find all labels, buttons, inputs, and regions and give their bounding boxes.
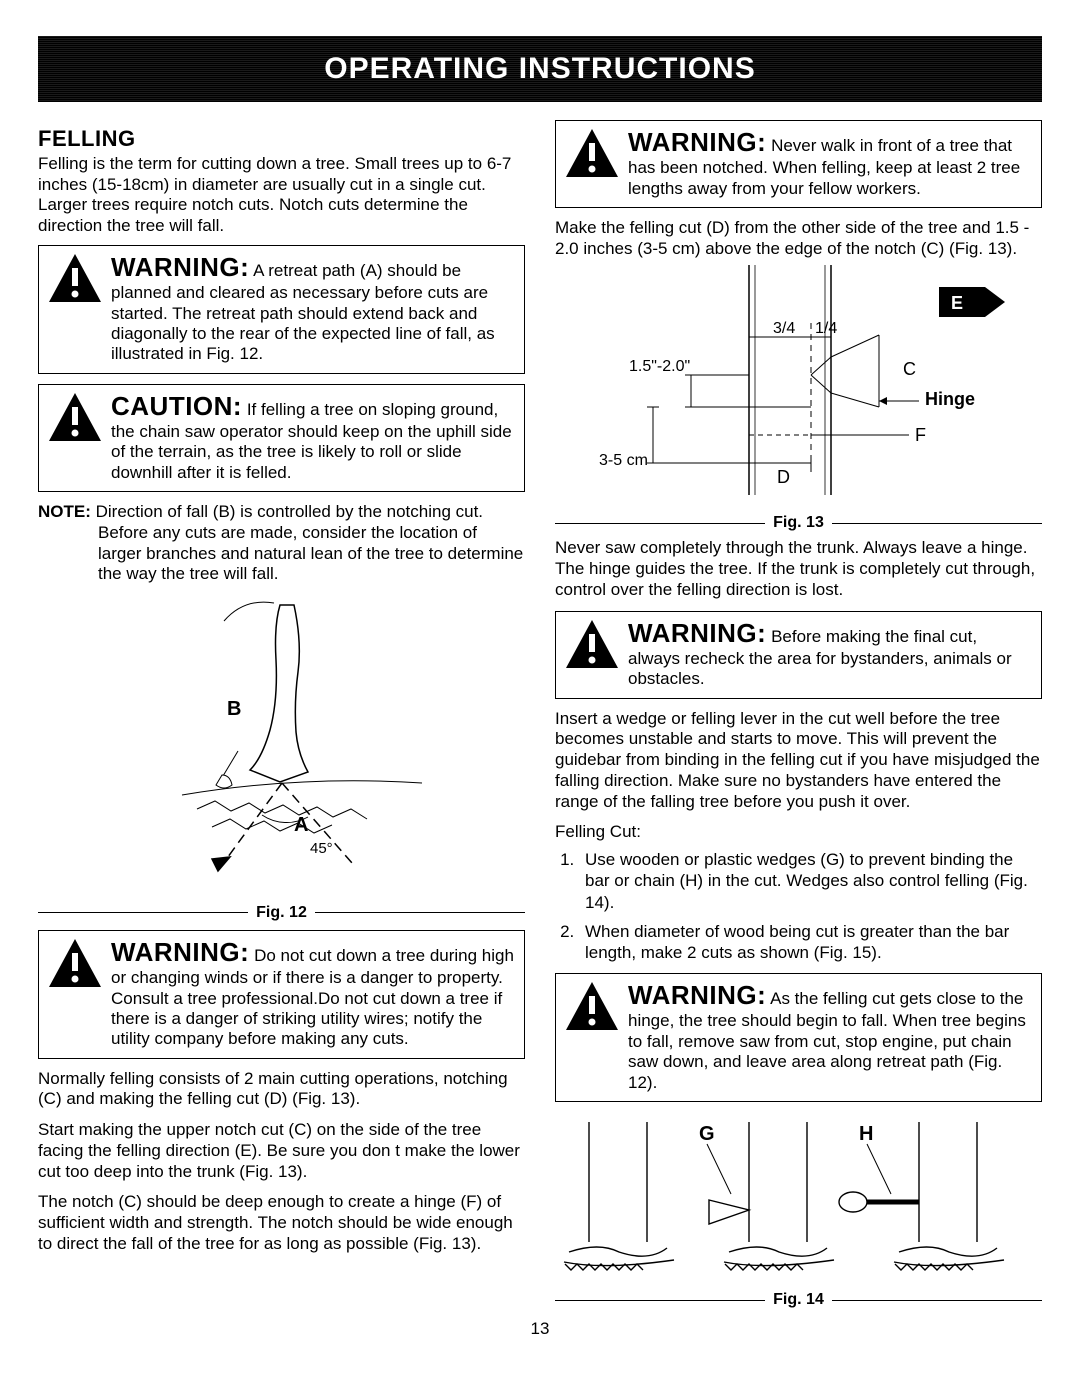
- para-notching: Normally felling consists of 2 main cutt…: [38, 1069, 525, 1110]
- intro-paragraph: Felling is the term for cutting down a t…: [38, 154, 525, 237]
- fig13-label-gap-cm: 3-5 cm: [599, 452, 648, 469]
- fig13-label-F: F: [915, 425, 926, 445]
- caption-line: [832, 1300, 1042, 1301]
- warning-label: WARNING:: [628, 618, 766, 648]
- fig13-label-gap-in: 1.5"-2.0": [629, 358, 690, 375]
- warning-box-final-cut: WARNING: Before making the final cut, al…: [555, 611, 1042, 699]
- figure-14-svg: G H: [559, 1112, 1039, 1282]
- fig13-label-3-4: 3/4: [773, 320, 795, 337]
- warning-box-felling-close: WARNING: As the felling cut gets close t…: [555, 973, 1042, 1102]
- figure-13-caption-row: Fig. 13: [555, 514, 1042, 532]
- figure-14-caption: Fig. 14: [773, 1291, 824, 1309]
- warning-icon: [564, 980, 620, 1032]
- warning-box-never-walk: WARNING: Never walk in front of a tree t…: [555, 120, 1042, 208]
- page-number: 13: [38, 1319, 1042, 1339]
- warning-text: WARNING: Do not cut down a tree during h…: [111, 937, 514, 1050]
- caption-line: [38, 912, 248, 913]
- right-column: WARNING: Never walk in front of a tree t…: [555, 120, 1042, 1315]
- fig13-label-1-4: 1/4: [815, 320, 837, 337]
- felling-cut-list: Use wooden or plastic wedges (G) to prev…: [555, 849, 1042, 963]
- warning-icon: [564, 618, 620, 670]
- warning-label: WARNING:: [628, 127, 766, 157]
- fig13-label-C: C: [903, 359, 916, 379]
- warning-box-retreat-path: WARNING: A retreat path (A) should be pl…: [38, 245, 525, 374]
- fig12-label-B: B: [227, 698, 241, 720]
- list-item: Use wooden or plastic wedges (G) to prev…: [579, 849, 1042, 913]
- para-hinge: The notch (C) should be deep enough to c…: [38, 1192, 525, 1254]
- warning-icon: [47, 937, 103, 989]
- para-felling-cut: Make the felling cut (D) from the other …: [555, 218, 1042, 259]
- warning-text: WARNING: As the felling cut gets close t…: [628, 980, 1031, 1093]
- note-label: NOTE:: [38, 502, 91, 521]
- warning-box-wind: WARNING: Do not cut down a tree during h…: [38, 930, 525, 1059]
- para-wedge: Insert a wedge or felling lever in the c…: [555, 709, 1042, 813]
- banner: OPERATING INSTRUCTIONS: [38, 36, 1042, 102]
- figure-14-caption-row: Fig. 14: [555, 1291, 1042, 1309]
- warning-text: WARNING: Before making the final cut, al…: [628, 618, 1031, 690]
- section-title-felling: FELLING: [38, 126, 525, 152]
- fig12-label-A: A: [294, 814, 308, 836]
- list-item: When diameter of wood being cut is great…: [579, 921, 1042, 964]
- fig12-label-angle: 45°: [310, 840, 333, 857]
- figure-13-caption: Fig. 13: [773, 514, 824, 532]
- warning-icon: [47, 391, 103, 443]
- page: OPERATING INSTRUCTIONS FELLING Felling i…: [0, 0, 1080, 1359]
- figure-14: G H Fig. 14: [555, 1112, 1042, 1309]
- figure-13-svg: 3/4 1/4: [579, 265, 1019, 505]
- fig14-label-G: G: [699, 1123, 715, 1145]
- note-body: Direction of fall (B) is controlled by t…: [96, 502, 524, 583]
- warning-icon: [47, 252, 103, 304]
- warning-text: WARNING: A retreat path (A) should be pl…: [111, 252, 514, 365]
- left-column: FELLING Felling is the term for cutting …: [38, 120, 525, 1315]
- caption-line: [315, 912, 525, 913]
- felling-cut-title: Felling Cut:: [555, 822, 1042, 843]
- caution-label: CAUTION:: [111, 391, 242, 421]
- warning-text: WARNING: Never walk in front of a tree t…: [628, 127, 1031, 199]
- warning-label: WARNING:: [628, 980, 766, 1010]
- figure-12: B A 45° Fig. 12: [38, 595, 525, 922]
- caption-line: [832, 523, 1042, 524]
- caution-box-slope: CAUTION: If felling a tree on sloping gr…: [38, 384, 525, 492]
- note-paragraph: NOTE: Direction of fall (B) is controlle…: [38, 502, 525, 585]
- para-upper-notch: Start making the upper notch cut (C) on …: [38, 1120, 525, 1182]
- caption-line: [555, 1300, 765, 1301]
- fig13-label-E: E: [951, 293, 963, 313]
- warning-label: WARNING:: [111, 252, 249, 282]
- para-never-saw: Never saw completely through the trunk. …: [555, 538, 1042, 600]
- caution-text: CAUTION: If felling a tree on sloping gr…: [111, 391, 514, 483]
- figure-12-svg: B A 45°: [112, 595, 452, 895]
- fig13-label-D: D: [777, 467, 790, 487]
- fig14-label-H: H: [859, 1123, 873, 1145]
- fig13-label-hinge: Hinge: [925, 389, 975, 409]
- banner-title: OPERATING INSTRUCTIONS: [324, 52, 755, 85]
- caption-line: [555, 523, 765, 524]
- warning-label: WARNING:: [111, 937, 249, 967]
- figure-13: 3/4 1/4: [555, 265, 1042, 532]
- columns: FELLING Felling is the term for cutting …: [38, 120, 1042, 1315]
- figure-12-caption-row: Fig. 12: [38, 904, 525, 922]
- warning-icon: [564, 127, 620, 179]
- figure-12-caption: Fig. 12: [256, 904, 307, 922]
